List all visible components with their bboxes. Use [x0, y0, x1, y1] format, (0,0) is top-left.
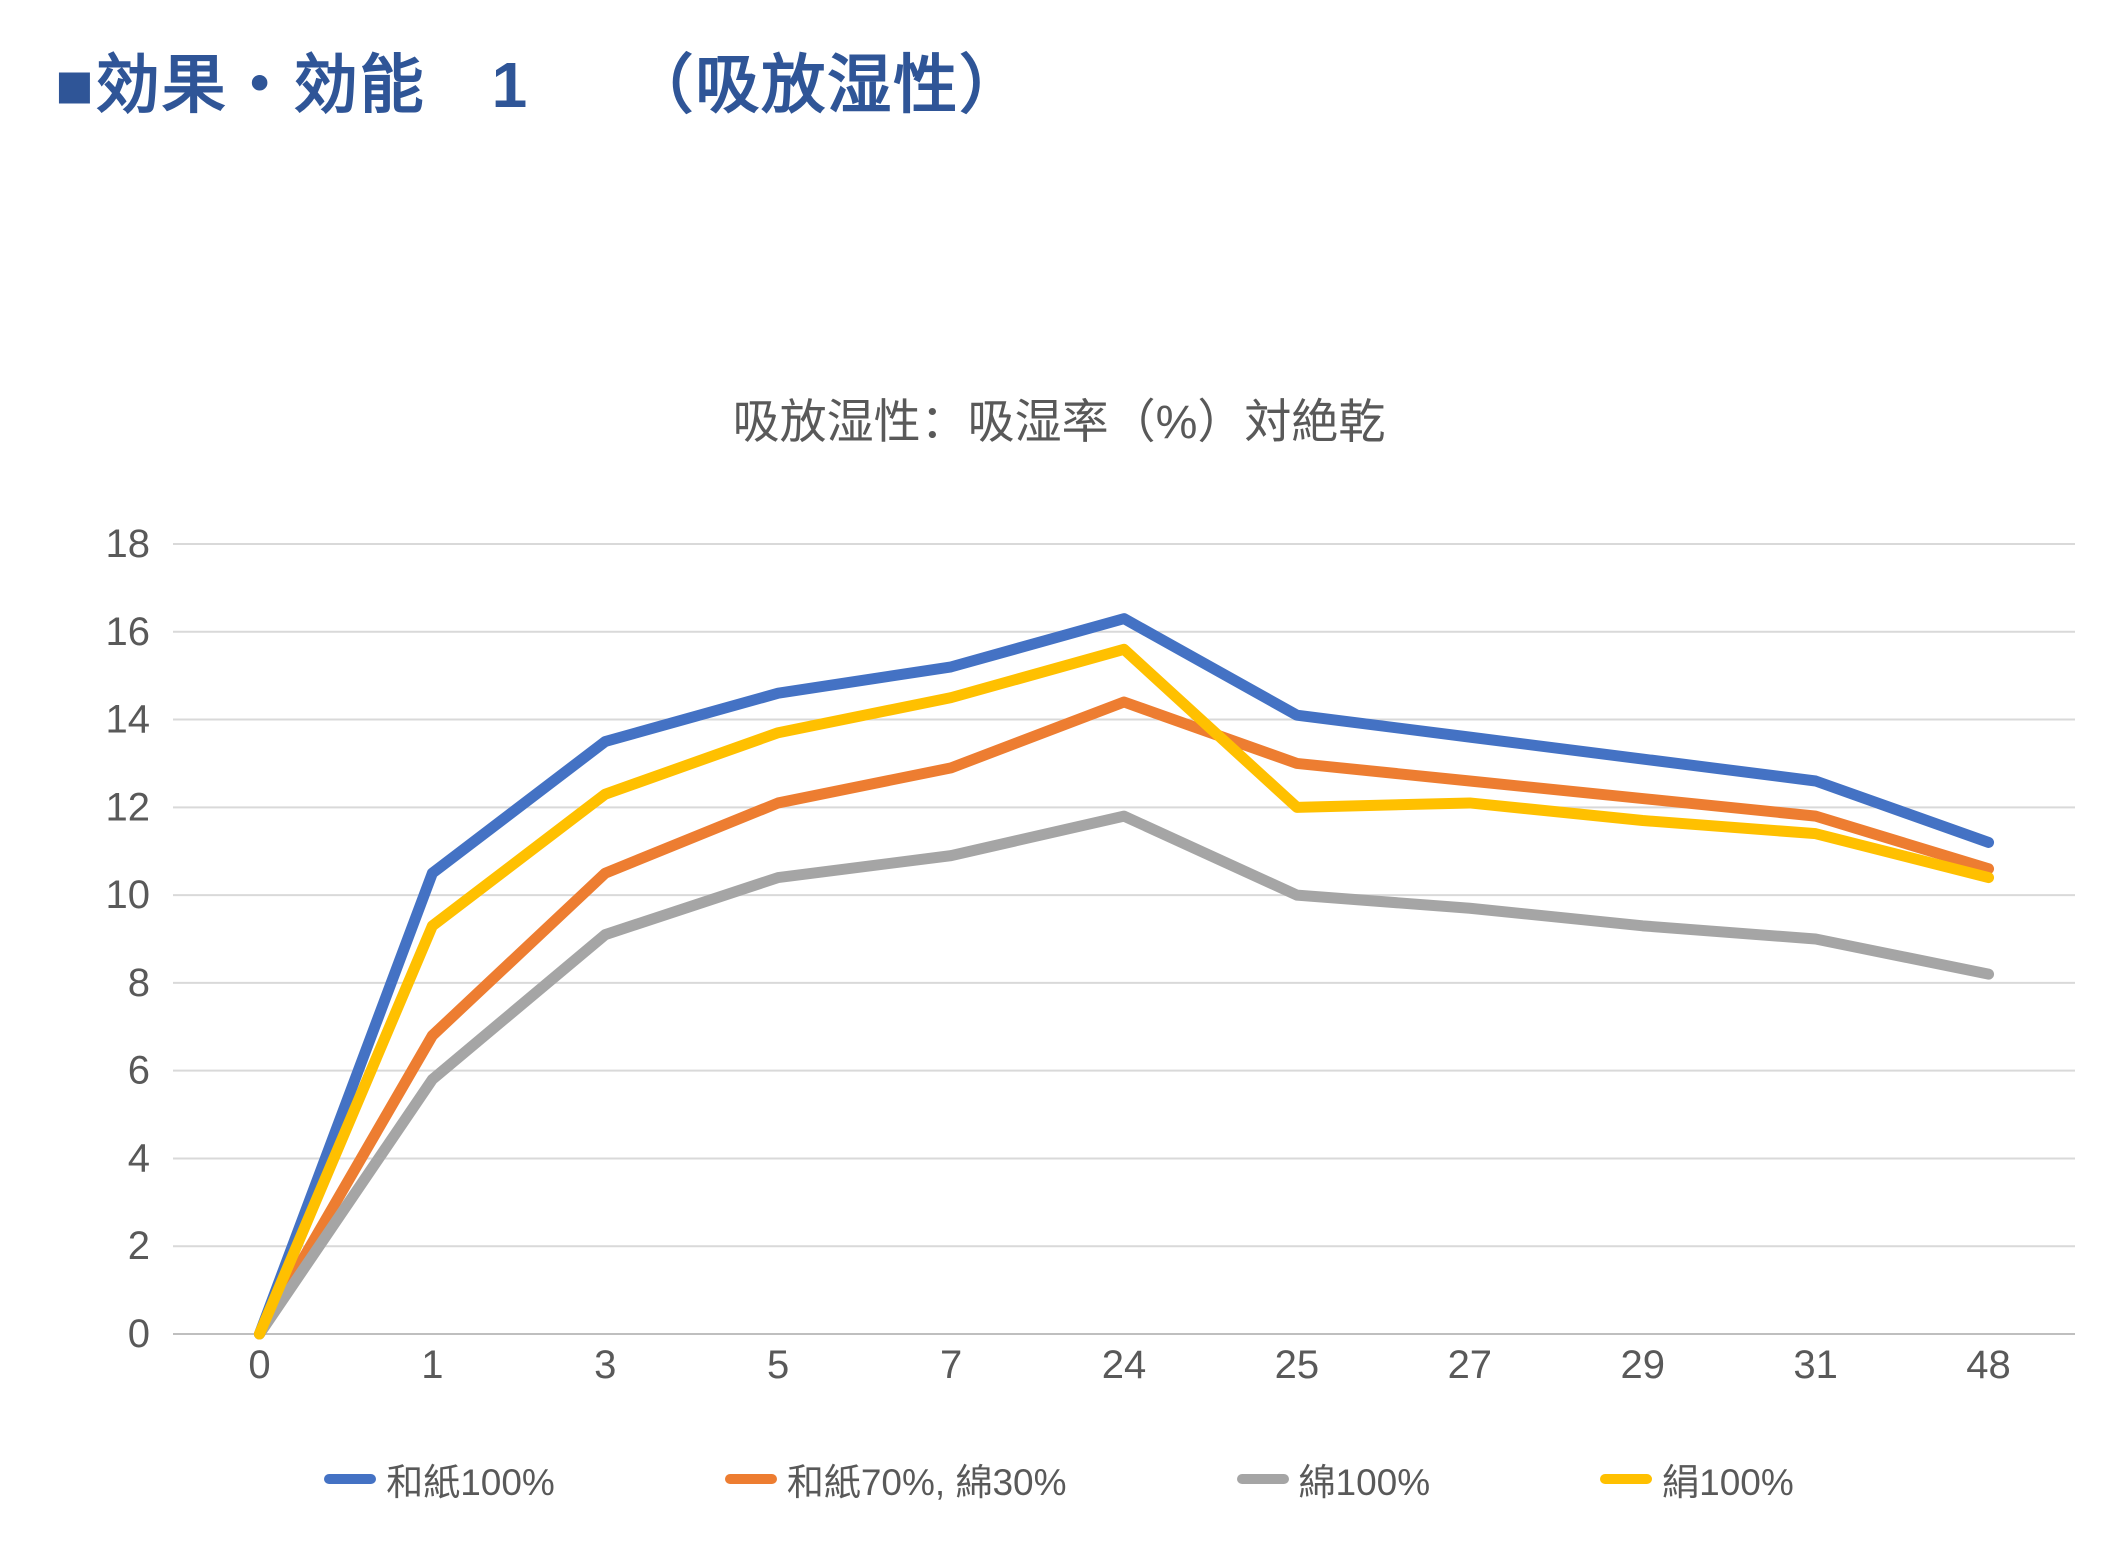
- series-line-絹100%: [253, 643, 1995, 1340]
- y-tick-label: 4: [128, 1136, 150, 1180]
- slide-heading: ■効果・効能 1 （吸放湿性）: [55, 49, 1026, 121]
- legend-item: 綿100%: [1236, 1452, 1431, 1506]
- x-tick-label: 25: [1275, 1343, 1320, 1387]
- y-tick-label: 14: [106, 698, 151, 742]
- x-tick-label: 27: [1448, 1343, 1493, 1387]
- legend-line-swatch: [324, 1474, 377, 1484]
- y-tick-label: 8: [128, 961, 150, 1005]
- x-tick-label: 0: [248, 1343, 270, 1387]
- x-tick-label: 31: [1793, 1343, 1838, 1387]
- legend-item: 和紙100%: [324, 1452, 555, 1506]
- legend-label: 綿100%: [1298, 1462, 1431, 1503]
- chart-title: 吸放湿性：吸湿率（%）対絶乾: [732, 395, 1386, 448]
- series-line-和紙70%, 綿30%: [253, 696, 1995, 1340]
- legend-line-swatch: [1236, 1474, 1289, 1484]
- legend-item: 絹100%: [1600, 1452, 1794, 1506]
- x-tick-label: 48: [1966, 1343, 2011, 1387]
- x-tick-label: 29: [1620, 1343, 1665, 1387]
- legend-line-swatch: [1600, 1474, 1653, 1484]
- x-tick-label: 24: [1102, 1343, 1147, 1387]
- legend-item: 和紙70%, 綿30%: [724, 1452, 1067, 1506]
- y-tick-label: 0: [128, 1312, 150, 1356]
- legend-label: 絹100%: [1662, 1462, 1794, 1503]
- y-tick-label: 6: [128, 1049, 150, 1093]
- legend-label: 和紙70%, 綿30%: [786, 1462, 1067, 1503]
- x-tick-label: 5: [767, 1343, 789, 1387]
- x-tick-label: 1: [421, 1343, 443, 1387]
- y-tick-label: 10: [106, 873, 151, 917]
- y-tick-label: 18: [106, 522, 151, 566]
- legend-label: 和紙100%: [386, 1462, 555, 1503]
- series-line-綿100%: [253, 810, 1995, 1340]
- x-tick-label: 7: [940, 1343, 962, 1387]
- y-tick-label: 12: [106, 785, 151, 829]
- chart-legend: 和紙100% 和紙70%, 綿30% 綿100% 絹100%: [0, 1452, 2118, 1506]
- series-line-和紙100%: [253, 613, 1995, 1340]
- legend-line-swatch: [724, 1474, 777, 1484]
- y-tick-label: 16: [106, 610, 151, 654]
- x-tick-label: 3: [594, 1343, 616, 1387]
- y-tick-label: 2: [128, 1224, 150, 1268]
